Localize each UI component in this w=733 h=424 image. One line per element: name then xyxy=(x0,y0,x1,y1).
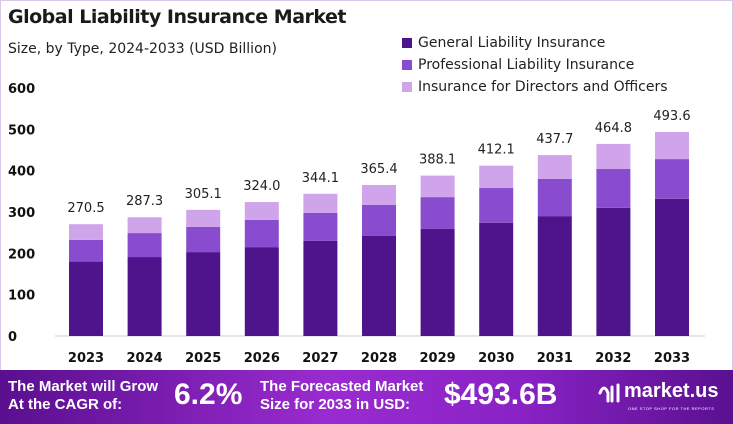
total-label: 270.5 xyxy=(67,201,104,216)
total-label: 365.4 xyxy=(360,162,397,177)
bar-segment-2028-2 xyxy=(362,184,396,205)
total-label: 388.1 xyxy=(419,153,456,168)
x-tick-label: 2033 xyxy=(654,351,690,366)
bar-segment-2025-1 xyxy=(186,226,221,253)
y-tick-label: 400 xyxy=(8,165,35,180)
logo-icon xyxy=(598,383,620,402)
cagr-label-line: At the CAGR of: xyxy=(8,396,123,413)
bar-segment-2027-2 xyxy=(303,193,338,213)
forecast-label-line: The Forecasted Market xyxy=(260,378,424,395)
chart-title: Global Liability Insurance Market xyxy=(8,6,346,28)
bar-segment-2033-0 xyxy=(655,198,689,336)
bar-segment-2026-0 xyxy=(244,247,279,336)
bar-segment-2031-1 xyxy=(537,178,572,217)
total-label: 437.7 xyxy=(536,132,573,147)
bar-segment-2023-0 xyxy=(69,261,103,336)
y-tick-label: 200 xyxy=(8,247,35,262)
forecast-label: The Forecasted Market Size for 2033 in US… xyxy=(260,378,423,414)
total-label: 464.8 xyxy=(595,121,632,136)
bar-segment-2030-1 xyxy=(479,188,514,223)
x-tick-label: 2029 xyxy=(420,351,456,366)
stacked-bar-chart: 0 100 200 300 400 500 600 270.5 2023 287.3 2024 305… xyxy=(8,82,705,366)
bar-segment-2032-1 xyxy=(596,169,631,208)
bar-segment-2029-0 xyxy=(420,228,455,336)
bar-segment-2025-2 xyxy=(186,209,221,227)
legend-item-directors: Insurance for Directors and Officers xyxy=(402,76,668,98)
total-label: 305.1 xyxy=(185,187,222,202)
bar-segment-2032-2 xyxy=(596,143,631,170)
cagr-label-line: The Market will Grow xyxy=(8,378,159,395)
legend: General Liability Insurance Professional… xyxy=(402,32,668,98)
bar-segment-2029-1 xyxy=(420,197,455,229)
y-tick-label: 100 xyxy=(8,289,35,304)
total-label: 324.0 xyxy=(243,179,280,194)
x-tick-label: 2028 xyxy=(361,351,397,366)
x-tick-label: 2026 xyxy=(244,351,280,366)
x-tick-label: 2023 xyxy=(68,351,104,366)
bar-segment-2029-2 xyxy=(420,175,455,198)
bar-segment-2033-2 xyxy=(655,131,689,160)
bar-segment-2027-1 xyxy=(303,212,338,241)
total-label: 412.1 xyxy=(478,143,515,158)
footer-banner: The Market will Grow At the CAGR of: 6.2%… xyxy=(0,370,733,424)
bar-segment-2026-1 xyxy=(244,219,279,248)
y-tick-label: 300 xyxy=(8,206,35,221)
legend-label: Professional Liability Insurance xyxy=(418,57,635,73)
logo-name: market.us xyxy=(624,380,719,402)
bar-segment-2027-0 xyxy=(303,240,338,336)
total-label: 493.6 xyxy=(653,109,690,124)
bar-segment-2028-0 xyxy=(362,235,396,336)
bar-segment-2023-1 xyxy=(69,239,103,262)
y-tick-label: 0 xyxy=(8,330,17,345)
legend-swatch xyxy=(402,82,412,92)
y-tick-label: 500 xyxy=(8,123,35,138)
legend-label: General Liability Insurance xyxy=(418,35,606,51)
legend-label: Insurance for Directors and Officers xyxy=(418,79,668,95)
x-tick-label: 2031 xyxy=(537,351,573,366)
legend-item-general: General Liability Insurance xyxy=(402,32,668,54)
legend-item-professional: Professional Liability Insurance xyxy=(402,54,668,76)
total-label: 344.1 xyxy=(302,171,339,186)
bar-segment-2028-1 xyxy=(362,204,396,236)
forecast-value: $493.6B xyxy=(444,378,558,411)
y-tick-label: 600 xyxy=(8,82,35,97)
x-tick-label: 2025 xyxy=(185,351,221,366)
forecast-label-line: Size for 2033 in USD: xyxy=(260,396,411,413)
logo-tagline: ONE STOP SHOP FOR THE REPORTS xyxy=(628,406,715,411)
x-tick-label: 2032 xyxy=(595,351,631,366)
legend-swatch xyxy=(402,60,412,70)
bar-segment-2030-2 xyxy=(479,165,514,189)
bar-segment-2026-2 xyxy=(244,202,279,220)
bar-segment-2031-2 xyxy=(537,155,572,179)
x-tick-label: 2027 xyxy=(302,351,338,366)
cagr-value: 6.2% xyxy=(174,378,243,411)
market-us-logo: market.us ONE STOP SHOP FOR THE REPORTS xyxy=(598,380,719,411)
bar-segment-2024-2 xyxy=(127,217,162,234)
bar-segment-2032-0 xyxy=(596,207,631,336)
total-label: 287.3 xyxy=(126,194,163,209)
bar-segment-2030-0 xyxy=(479,222,514,336)
bar-segment-2024-0 xyxy=(127,257,162,336)
x-tick-label: 2024 xyxy=(127,351,163,366)
bar-segment-2023-2 xyxy=(69,224,103,240)
cagr-label: The Market will Grow At the CAGR of: xyxy=(8,378,158,414)
legend-swatch xyxy=(402,38,412,48)
bar-segment-2025-0 xyxy=(186,252,221,336)
chart-subtitle: Size, by Type, 2024-2033 (USD Billion) xyxy=(8,41,277,57)
bar-segment-2024-1 xyxy=(127,233,162,258)
bar-segment-2031-0 xyxy=(537,216,572,336)
bar-segment-2033-1 xyxy=(655,159,689,199)
x-tick-label: 2030 xyxy=(478,351,514,366)
